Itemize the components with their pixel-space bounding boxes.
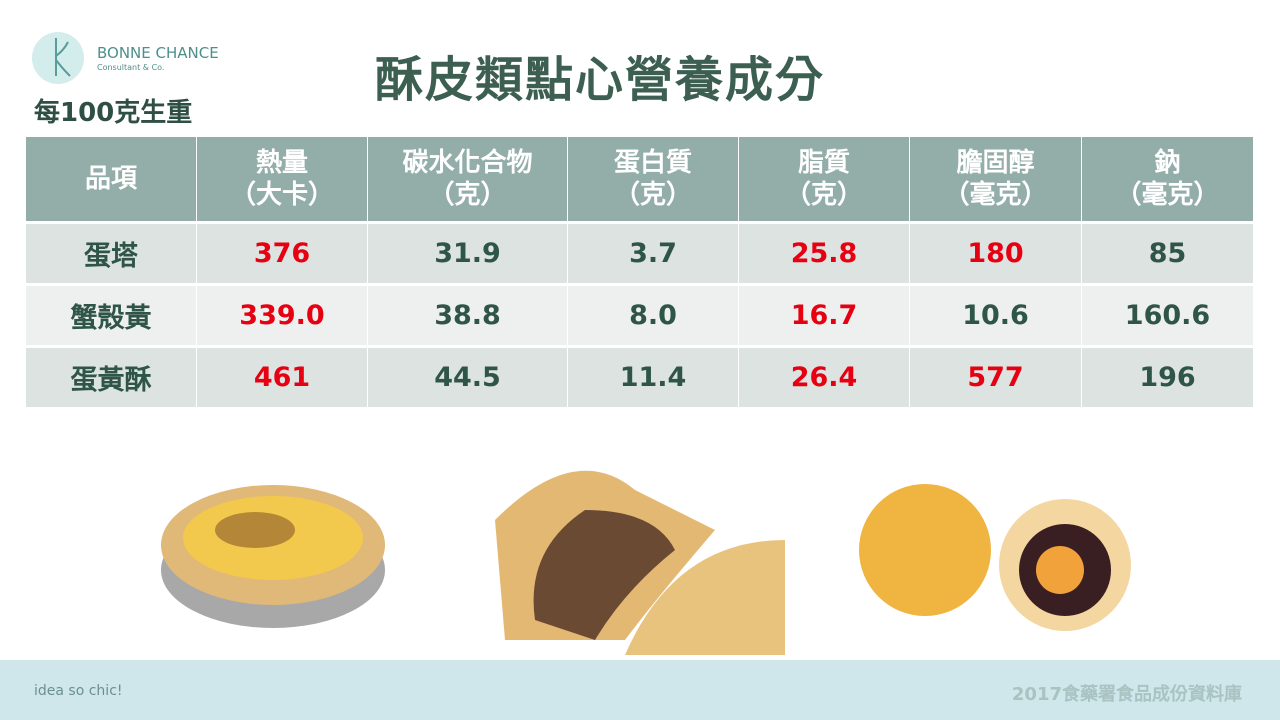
value-cell: 11.4 [568, 348, 738, 407]
value-cell: 577 [910, 348, 1081, 407]
subtitle: 每100克生重 [34, 98, 193, 128]
header-cell: 熱量 （大卡） [197, 137, 367, 221]
value-cell: 196 [1082, 348, 1253, 407]
footer-source: 2017食藥署食品成份資料庫 [1011, 684, 1242, 705]
row-label: 蛋黃酥 [26, 348, 196, 407]
value-cell: 461 [197, 348, 367, 407]
value-cell: 3.7 [568, 224, 738, 283]
header-text: 鈉 [1154, 148, 1181, 178]
header-text: （大卡） [229, 180, 334, 210]
header-text: 膽固醇 [956, 148, 1035, 178]
title: 酥皮類點心營養成分 [375, 52, 826, 108]
footer-band [0, 660, 1280, 720]
value-cell: 160.6 [1082, 286, 1253, 345]
header-cell: 碳水化合物 （克） [368, 137, 567, 221]
header-text: 蛋白質 [613, 148, 692, 178]
header-text: （毫克） [943, 180, 1048, 210]
header-cell: 鈉（毫克） [1082, 137, 1253, 221]
value-cell: 8.0 [568, 286, 738, 345]
logo-mark [32, 32, 84, 84]
header-text: （毫克） [1115, 180, 1220, 210]
value-cell: 180 [910, 224, 1081, 283]
header-text: 脂質 [797, 148, 850, 178]
logo-tagline: Consultant & Co. [97, 63, 165, 72]
value-cell: 38.8 [368, 286, 567, 345]
header-text: 熱量 [255, 148, 308, 178]
value-cell: 26.4 [739, 348, 909, 407]
food-images [161, 470, 1131, 655]
row-label: 蟹殼黃 [26, 286, 196, 345]
value-cell: 85 [1082, 224, 1253, 283]
header-text: 品項 [84, 164, 137, 194]
row-label: 蛋塔 [26, 224, 196, 283]
footer-slogan: idea so chic! [34, 683, 123, 699]
value-cell: 44.5 [368, 348, 567, 407]
header-text: 碳水化合物 [402, 148, 533, 178]
header-cell: 品項 [26, 137, 196, 221]
value-cell: 10.6 [910, 286, 1081, 345]
header-text: （克） [428, 180, 507, 210]
header-cell: 脂質 （克） [739, 137, 909, 221]
logo-name: BONNE CHANCE [97, 44, 219, 62]
value-cell: 25.8 [739, 224, 909, 283]
header-cell: 蛋白質 （克） [568, 137, 738, 221]
header-text: （克） [784, 180, 863, 210]
value-cell: 31.9 [368, 224, 567, 283]
nutrition-table: 品項 熱量 （大卡） 碳水化合物 （克） 蛋白質 （克） 脂質 （克） 膽固醇 （毫克）鈉（毫克）蛋… [26, 137, 1253, 407]
value-cell: 16.7 [739, 286, 909, 345]
value-cell: 339.0 [197, 286, 367, 345]
header-cell: 膽固醇 （毫克） [910, 137, 1081, 221]
value-cell: 376 [197, 224, 367, 283]
header-text: （克） [613, 180, 692, 210]
